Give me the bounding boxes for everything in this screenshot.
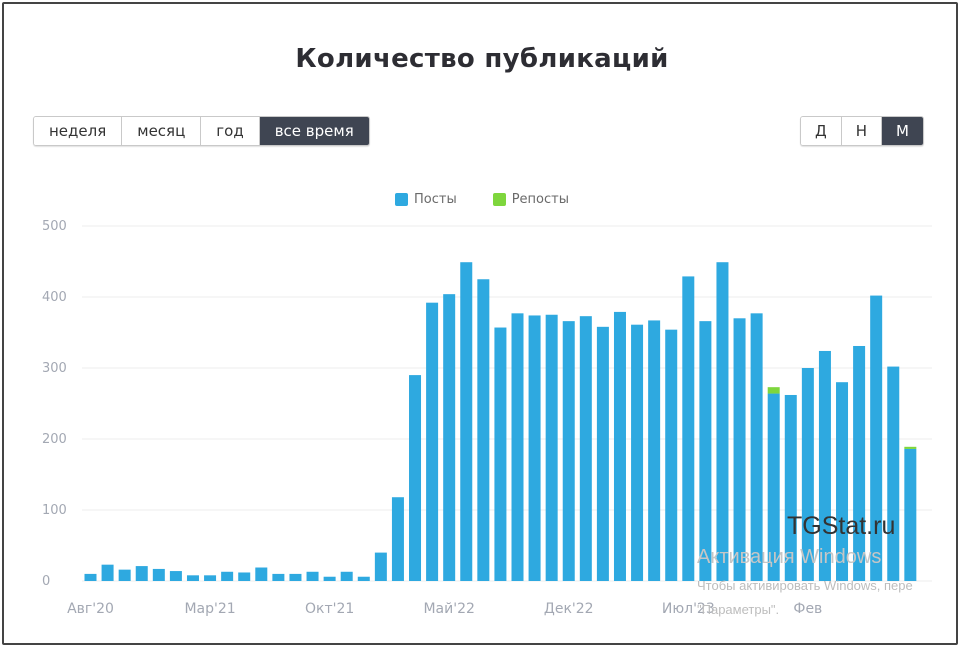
bar-posts bbox=[596, 326, 609, 581]
range-selector: неделя месяц год все время bbox=[33, 116, 370, 146]
bar-posts bbox=[238, 572, 251, 581]
bar-posts bbox=[443, 294, 456, 581]
bar-posts bbox=[579, 316, 592, 581]
y-tick-label: 200 bbox=[42, 432, 67, 447]
chart-legend: Посты Репосты bbox=[0, 192, 964, 207]
y-tick-label: 500 bbox=[42, 219, 67, 234]
bar-posts bbox=[357, 576, 370, 581]
y-tick-label: 100 bbox=[42, 503, 67, 518]
range-month-button[interactable]: месяц bbox=[122, 117, 202, 145]
bar-posts bbox=[904, 448, 917, 581]
x-tick-label: Мар'21 bbox=[184, 601, 235, 617]
range-week-button[interactable]: неделя bbox=[34, 117, 123, 145]
bar-posts bbox=[836, 382, 849, 581]
legend-label-reposts: Репосты bbox=[511, 192, 569, 207]
x-tick-label: Окт'21 bbox=[305, 601, 354, 617]
bar-posts bbox=[340, 571, 353, 581]
bar-posts bbox=[665, 329, 678, 581]
granularity-selector: Д Н М bbox=[800, 116, 924, 146]
windows-activation-hint-2: "Параметры". bbox=[697, 602, 780, 617]
windows-activation-text: Активация Windows bbox=[697, 546, 882, 568]
bar-posts bbox=[221, 571, 234, 581]
bar-posts bbox=[613, 311, 626, 581]
x-tick-label: Фев bbox=[793, 601, 822, 617]
bar-posts bbox=[118, 569, 131, 581]
bar-posts bbox=[306, 571, 319, 581]
bar-posts bbox=[391, 497, 404, 581]
bar-posts bbox=[818, 350, 831, 581]
bar-posts bbox=[750, 313, 763, 581]
bar-posts bbox=[169, 571, 182, 581]
bar-posts bbox=[562, 321, 575, 581]
bar-posts bbox=[460, 262, 473, 581]
legend-item-reposts[interactable]: Репосты bbox=[492, 192, 569, 207]
bar-posts bbox=[870, 295, 883, 581]
bar-posts bbox=[204, 575, 217, 581]
bar-posts bbox=[511, 313, 524, 581]
granularity-week-button[interactable]: Н bbox=[841, 117, 882, 145]
legend-swatch-posts bbox=[395, 193, 408, 206]
bar-posts bbox=[255, 567, 268, 581]
watermark-brand: TGStat.ru bbox=[787, 512, 896, 540]
bar-posts bbox=[528, 315, 541, 581]
chart-title: Количество публикаций bbox=[295, 44, 669, 74]
bar-posts bbox=[374, 552, 387, 581]
bar-posts bbox=[801, 368, 814, 581]
bar-reposts bbox=[767, 387, 780, 394]
bar-posts bbox=[887, 366, 900, 581]
bar-posts bbox=[784, 394, 797, 581]
x-tick-label: Дек'22 bbox=[544, 601, 594, 617]
bar-posts bbox=[648, 320, 661, 581]
bar-posts bbox=[682, 276, 695, 581]
bar-posts bbox=[152, 568, 165, 581]
bar-posts bbox=[409, 375, 422, 581]
y-tick-label: 0 bbox=[42, 574, 50, 589]
x-tick-label: Май'22 bbox=[423, 601, 474, 617]
bar-posts bbox=[767, 393, 780, 581]
bar-reposts bbox=[904, 446, 917, 449]
windows-activation-hint: Чтобы активировать Windows, пере bbox=[697, 578, 913, 593]
bar-posts bbox=[84, 573, 97, 581]
bar-posts bbox=[545, 314, 558, 581]
granularity-day-button[interactable]: Д bbox=[801, 117, 842, 145]
bar-posts bbox=[101, 564, 114, 581]
bar-posts bbox=[135, 566, 148, 581]
x-tick-label: Авг'20 bbox=[67, 601, 114, 617]
bar-posts bbox=[853, 345, 866, 581]
range-year-button[interactable]: год bbox=[201, 117, 260, 145]
bar-posts bbox=[716, 262, 729, 581]
y-tick-label: 300 bbox=[42, 361, 67, 376]
bar-posts bbox=[477, 279, 490, 581]
y-tick-label: 400 bbox=[42, 290, 67, 305]
granularity-month-button[interactable]: М bbox=[882, 117, 923, 145]
legend-item-posts[interactable]: Посты bbox=[395, 192, 457, 207]
range-all-time-button[interactable]: все время bbox=[259, 117, 369, 145]
bar-posts bbox=[494, 327, 507, 581]
bar-posts bbox=[733, 318, 746, 581]
bar-posts bbox=[699, 321, 712, 581]
x-tick-label: Июл'23 bbox=[662, 601, 715, 617]
bar-posts bbox=[186, 575, 199, 581]
bar-posts bbox=[289, 573, 302, 581]
bar-posts bbox=[272, 573, 285, 581]
legend-swatch-reposts bbox=[492, 193, 506, 206]
legend-label-posts: Посты bbox=[414, 192, 457, 207]
bar-posts bbox=[426, 302, 439, 581]
bar-posts bbox=[631, 324, 644, 581]
bar-posts bbox=[323, 576, 336, 581]
